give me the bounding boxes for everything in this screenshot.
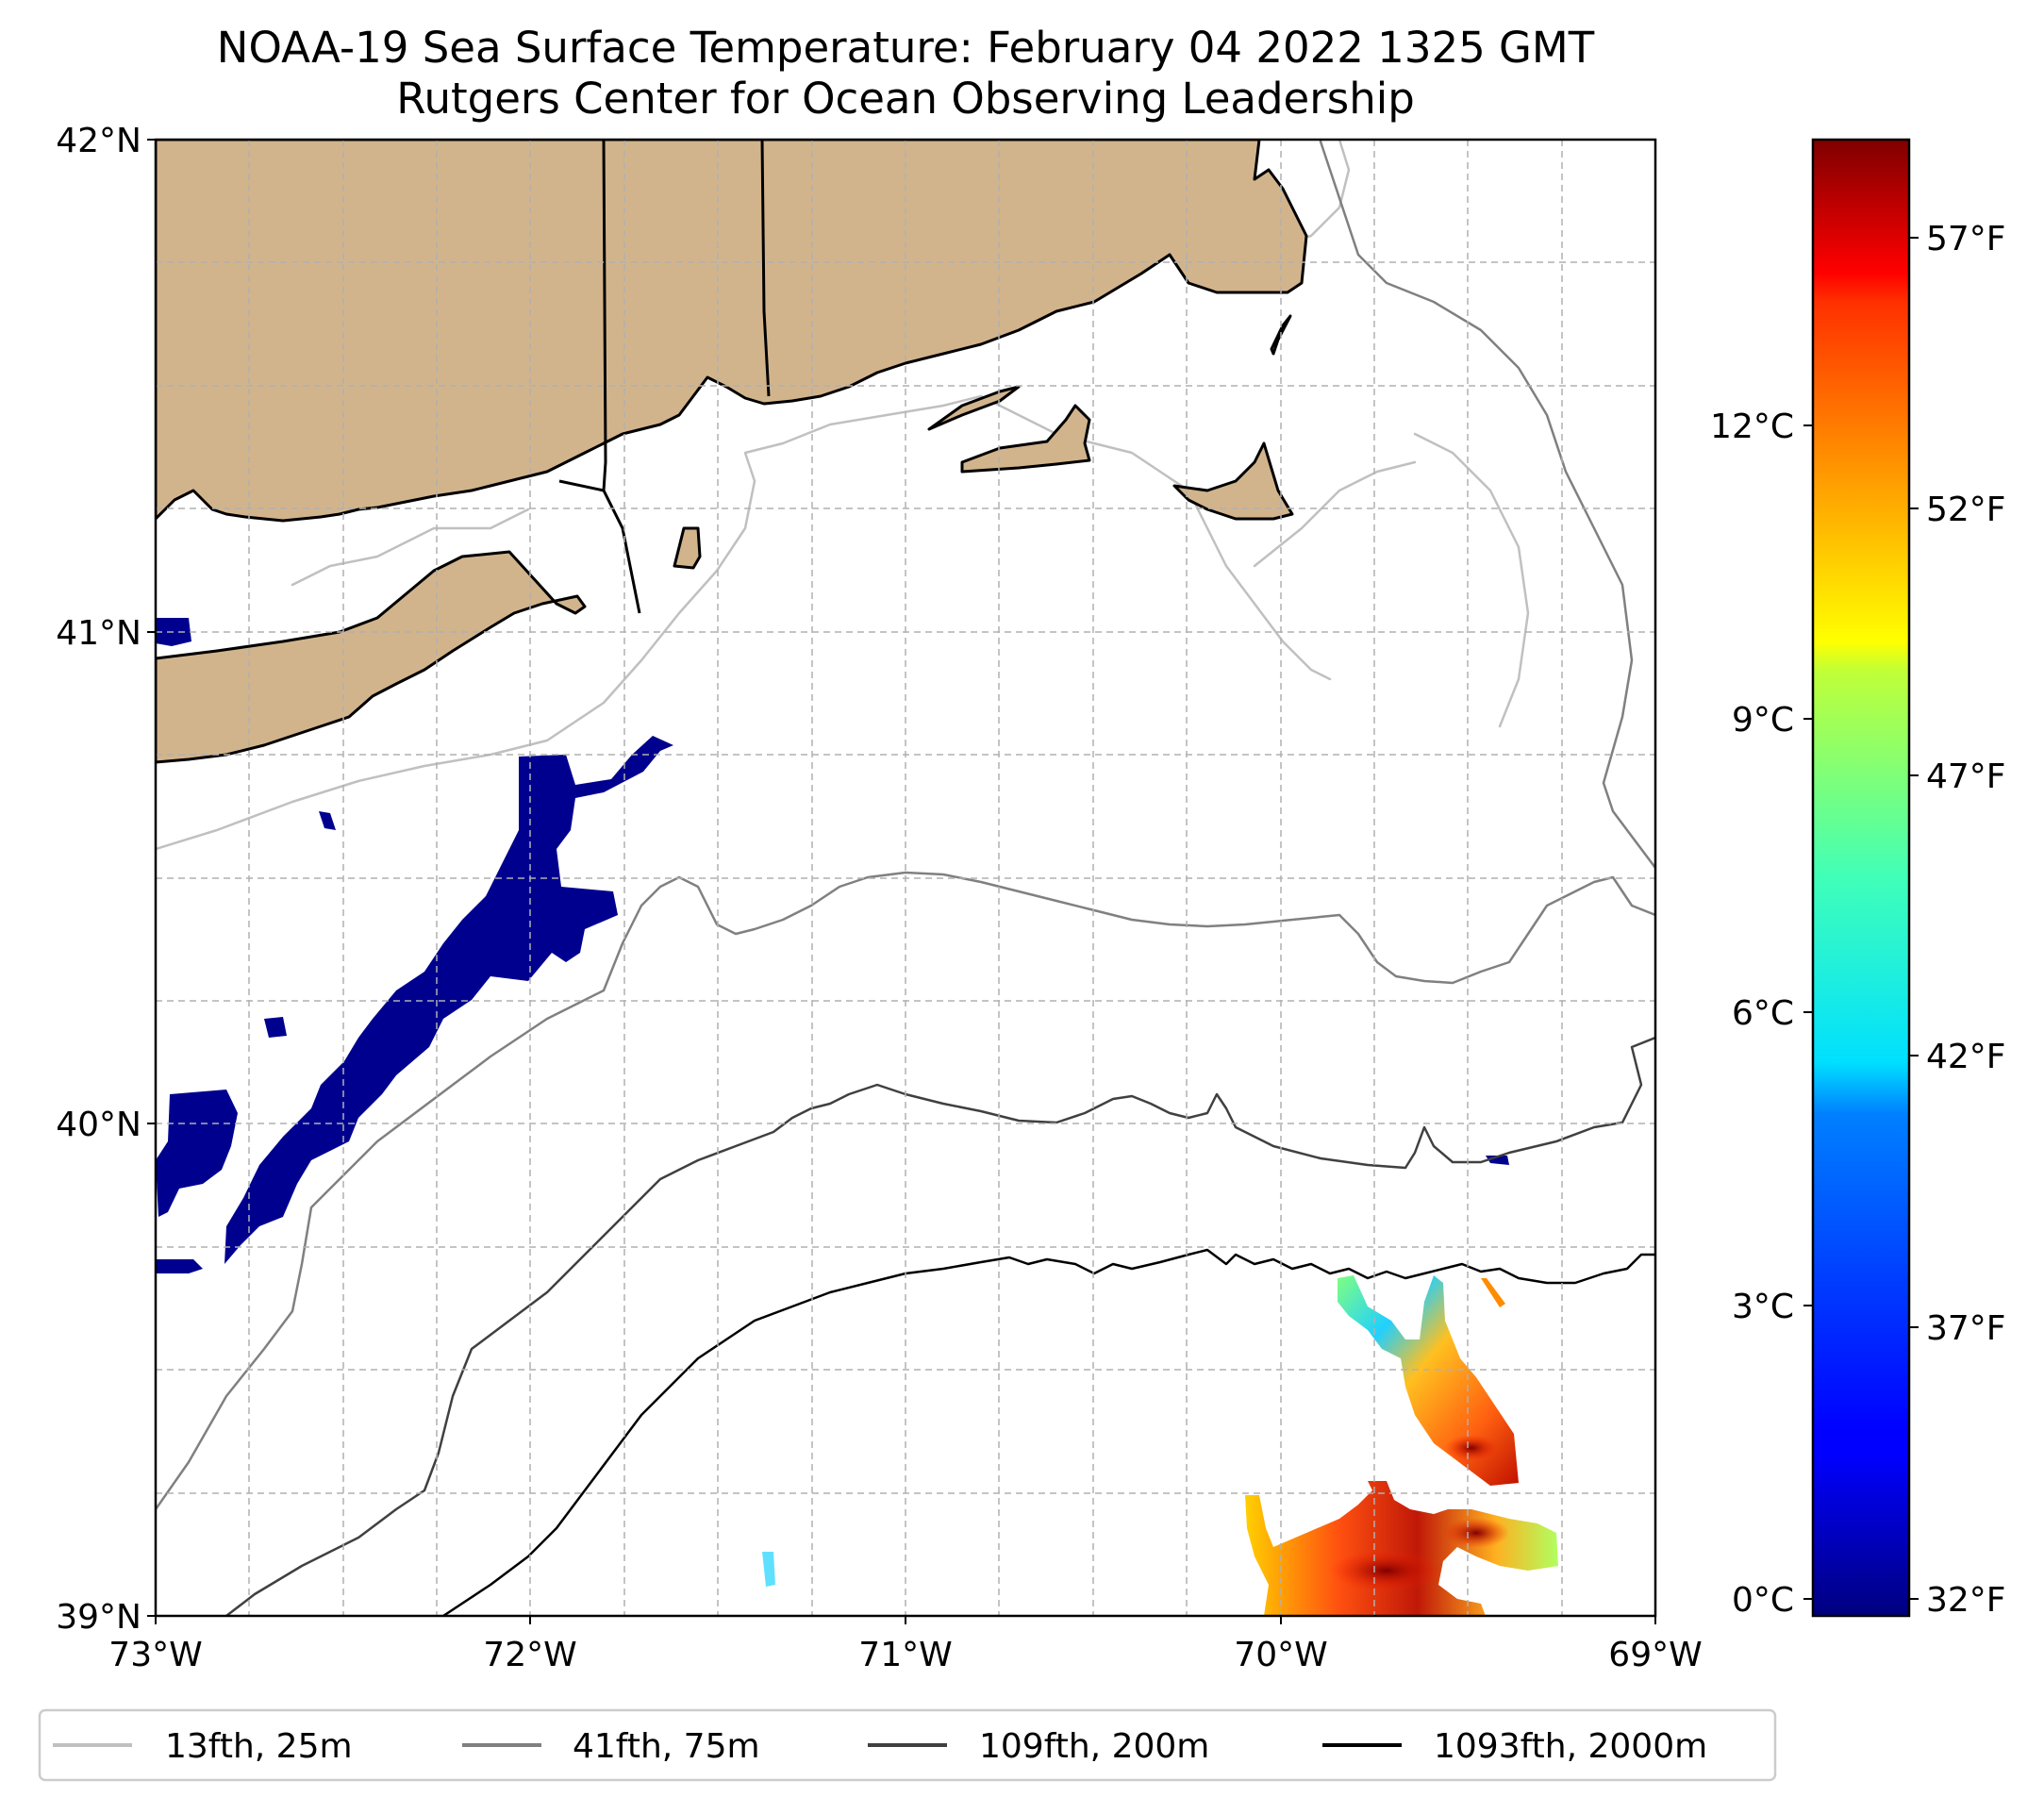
isobath-200m bbox=[224, 1036, 1655, 1616]
colorbar-fahrenheit-label: 47°F bbox=[1926, 757, 2006, 796]
sst-warm-swath-south bbox=[762, 1481, 1558, 1616]
colorbar-celsius-label: 12°C bbox=[1710, 408, 1794, 446]
map-axis-ticks bbox=[147, 139, 1656, 1624]
sst-warm-swath-north bbox=[1338, 1275, 1519, 1486]
colorbar-fahrenheit-label: 57°F bbox=[1926, 220, 2006, 258]
lat-tick-label: 42°N bbox=[56, 122, 141, 160]
nantucket bbox=[1172, 441, 1294, 521]
block-island bbox=[673, 526, 702, 570]
graticule bbox=[156, 140, 1655, 1616]
isobath-75m bbox=[156, 140, 1655, 1511]
colorbar-fahrenheit-ticks bbox=[1909, 237, 1919, 1600]
colorbar-gradient bbox=[1811, 138, 1911, 1618]
colorbar-fahrenheit-label: 37°F bbox=[1926, 1309, 2006, 1348]
legend-label: 1093fth, 2000m bbox=[1434, 1727, 1707, 1766]
legend-label: 41fth, 75m bbox=[573, 1727, 760, 1766]
map-title: NOAA-19 Sea Surface Temperature: Februar… bbox=[217, 23, 1595, 73]
lon-tick-label: 73°W bbox=[108, 1636, 202, 1674]
colorbar-celsius-ticks bbox=[1803, 424, 1813, 1600]
colorbar-celsius-label: 6°C bbox=[1732, 994, 1794, 1033]
lon-tick-label: 72°W bbox=[483, 1636, 576, 1674]
isobath-legend: 13fth, 25m 41fth, 75m 109fth, 200m 1093f… bbox=[38, 1708, 1777, 1782]
marthas-vineyard bbox=[960, 404, 1091, 474]
elizabeth-islands bbox=[927, 385, 1021, 431]
map-subtitle: Rutgers Center for Ocean Observing Leade… bbox=[396, 74, 1415, 124]
lat-tick-label: 41°N bbox=[56, 614, 141, 653]
map-area bbox=[156, 140, 1655, 1616]
colorbar-fahrenheit-label: 52°F bbox=[1926, 491, 2006, 529]
mainland-new-england bbox=[156, 140, 1308, 523]
colorbar-celsius-label: 0°C bbox=[1732, 1581, 1794, 1620]
colorbar-celsius-label: 9°C bbox=[1732, 701, 1794, 740]
monomoy bbox=[1270, 314, 1292, 356]
lat-tick-label: 39°N bbox=[56, 1598, 141, 1637]
legend-label: 13fth, 25m bbox=[165, 1727, 353, 1766]
state-borders bbox=[558, 140, 771, 614]
lon-tick-label: 70°W bbox=[1234, 1636, 1327, 1674]
colorbar: 0°C 3°C 6°C 9°C 12°C 32°F 37°F 42°F 47°F… bbox=[1710, 138, 2006, 1620]
colorbar-fahrenheit-label: 32°F bbox=[1926, 1581, 2006, 1620]
colorbar-fahrenheit-label: 42°F bbox=[1926, 1038, 2006, 1076]
isobath-25m bbox=[156, 140, 1530, 851]
colorbar-celsius-label: 3°C bbox=[1732, 1288, 1794, 1326]
lon-tick-label: 71°W bbox=[858, 1636, 952, 1674]
lat-tick-label: 40°N bbox=[56, 1106, 141, 1144]
isobath-2000m bbox=[441, 1248, 1655, 1616]
legend-label: 109fth, 200m bbox=[979, 1727, 1209, 1766]
long-island bbox=[156, 550, 587, 764]
sst-cold-swath bbox=[156, 618, 1509, 1273]
lon-tick-label: 69°W bbox=[1608, 1636, 1702, 1674]
coastline-land bbox=[156, 140, 1308, 764]
